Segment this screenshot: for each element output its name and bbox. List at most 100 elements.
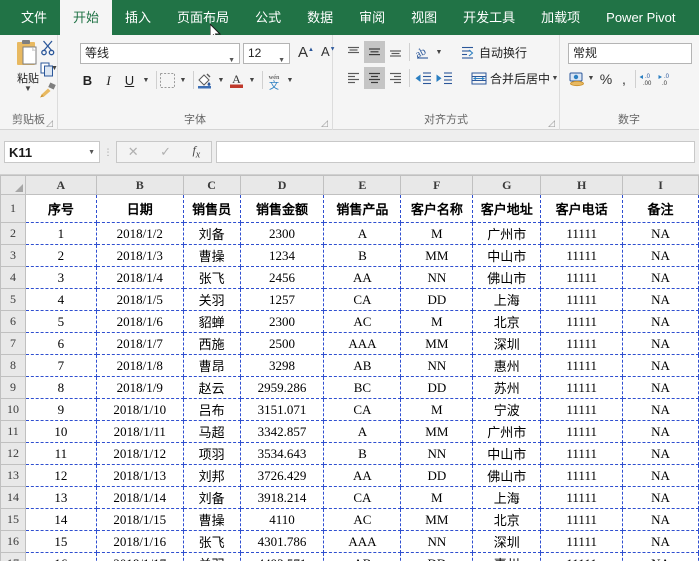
wrap-text-button[interactable]: 自动换行 (460, 44, 527, 61)
cell-H5[interactable]: 11111 (540, 288, 624, 311)
font-name-combo[interactable]: 等线 ▼ (80, 43, 240, 64)
fill-color-icon[interactable] (196, 71, 214, 89)
column-header-E[interactable]: E (323, 175, 402, 195)
number-format-combo[interactable]: 常规 (568, 43, 692, 64)
cell-E12[interactable]: B (323, 442, 402, 465)
font-name-caret-icon[interactable]: ▼ (228, 57, 235, 64)
merge-center-button[interactable]: 合并后居中 ▼ (471, 68, 560, 89)
column-header-F[interactable]: F (400, 175, 474, 195)
cell-C5[interactable]: 关羽 (183, 288, 241, 311)
cell-G2[interactable]: 广州市 (472, 222, 542, 245)
cell-C9[interactable]: 赵云 (183, 376, 241, 399)
cell-D10[interactable]: 3151.071 (240, 398, 325, 421)
decrease-decimal-icon[interactable]: .0 .0 (658, 71, 677, 87)
cell-E8[interactable]: AB (323, 354, 402, 377)
cell-D13[interactable]: 3726.429 (240, 464, 325, 487)
cell-B2[interactable]: 2018/1/2 (96, 222, 184, 245)
formula-input[interactable] (216, 141, 695, 163)
cell-E14[interactable]: CA (323, 486, 402, 509)
header-cell-H1[interactable]: 客户电话 (540, 194, 624, 223)
cell-A3[interactable]: 2 (24, 244, 97, 267)
cell-D2[interactable]: 2300 (240, 222, 325, 245)
row-header-17[interactable]: 17 (0, 552, 26, 561)
orientation-dropdown-caret[interactable]: ▼ (435, 48, 443, 56)
cell-H9[interactable]: 11111 (540, 376, 624, 399)
cell-D3[interactable]: 1234 (240, 244, 325, 267)
font-size-caret-icon[interactable]: ▼ (278, 57, 285, 64)
cell-A9[interactable]: 8 (24, 376, 97, 399)
cell-C6[interactable]: 貂蝉 (183, 310, 241, 333)
row-header-16[interactable]: 16 (0, 530, 26, 553)
cell-B3[interactable]: 2018/1/3 (96, 244, 184, 267)
cell-D7[interactable]: 2500 (240, 332, 325, 355)
cell-D16[interactable]: 4301.786 (240, 530, 325, 553)
paste-button[interactable]: 粘贴 ▼ (6, 39, 50, 93)
cell-A13[interactable]: 12 (24, 464, 97, 487)
cell-H3[interactable]: 11111 (540, 244, 624, 267)
cell-I5[interactable]: NA (622, 288, 699, 311)
align-right-button[interactable] (385, 67, 406, 89)
cell-H6[interactable]: 11111 (540, 310, 624, 333)
cell-F12[interactable]: NN (400, 442, 474, 465)
cell-E3[interactable]: B (323, 244, 402, 267)
cell-B11[interactable]: 2018/1/11 (96, 420, 184, 443)
accounting-dropdown-caret[interactable]: ▼ (587, 75, 595, 82)
row-header-3[interactable]: 3 (0, 244, 26, 267)
cell-A6[interactable]: 5 (24, 310, 97, 333)
borders-dropdown-caret[interactable]: ▼ (179, 76, 187, 84)
format-painter-icon[interactable] (39, 82, 57, 98)
cell-I12[interactable]: NA (622, 442, 699, 465)
cell-E17[interactable]: AB (323, 552, 402, 561)
column-header-B[interactable]: B (95, 175, 184, 195)
cell-B6[interactable]: 2018/1/6 (96, 310, 184, 333)
cell-B14[interactable]: 2018/1/14 (96, 486, 184, 509)
header-cell-A1[interactable]: 序号 (24, 194, 97, 223)
cell-A11[interactable]: 10 (24, 420, 97, 443)
cell-I15[interactable]: NA (622, 508, 699, 531)
cell-I16[interactable]: NA (622, 530, 699, 553)
clipboard-dialog-launcher-icon[interactable]: ◿ (46, 118, 53, 128)
row-header-13[interactable]: 13 (0, 464, 26, 487)
cell-B17[interactable]: 2018/1/17 (96, 552, 184, 561)
cell-F2[interactable]: M (400, 222, 474, 245)
ribbon-tab-7[interactable]: 视图 (411, 10, 438, 25)
cell-G12[interactable]: 中山市 (472, 442, 542, 465)
cell-G17[interactable]: 惠州 (472, 552, 542, 561)
column-header-H[interactable]: H (540, 175, 624, 195)
cell-G3[interactable]: 中山市 (472, 244, 542, 267)
cell-E15[interactable]: AC (323, 508, 402, 531)
cell-G8[interactable]: 惠州 (472, 354, 542, 377)
cell-G5[interactable]: 上海 (472, 288, 542, 311)
cell-C17[interactable]: 关羽 (183, 552, 241, 561)
bold-button[interactable]: B (82, 72, 93, 88)
grow-font-button[interactable]: A▲ (298, 44, 314, 61)
cell-B9[interactable]: 2018/1/9 (96, 376, 184, 399)
cell-I4[interactable]: NA (622, 266, 699, 289)
cell-B4[interactable]: 2018/1/4 (96, 266, 184, 289)
cell-H17[interactable]: 11111 (540, 552, 624, 561)
cell-G7[interactable]: 深圳 (472, 332, 542, 355)
cell-D8[interactable]: 3298 (240, 354, 325, 377)
cell-G16[interactable]: 深圳 (472, 530, 542, 553)
cell-C7[interactable]: 西施 (183, 332, 241, 355)
ribbon-tab-0[interactable]: 文件 (21, 10, 48, 25)
cell-C10[interactable]: 吕布 (183, 398, 241, 421)
cell-I13[interactable]: NA (622, 464, 699, 487)
cell-D12[interactable]: 3534.643 (240, 442, 325, 465)
cell-D11[interactable]: 3342.857 (240, 420, 325, 443)
row-header-12[interactable]: 12 (0, 442, 26, 465)
cell-F17[interactable]: DD (400, 552, 474, 561)
comma-style-button[interactable]: , (622, 70, 626, 87)
cell-F8[interactable]: NN (400, 354, 474, 377)
cell-C16[interactable]: 张飞 (183, 530, 241, 553)
cell-H7[interactable]: 11111 (540, 332, 624, 355)
row-header-14[interactable]: 14 (0, 486, 26, 509)
phonetic-dropdown-caret[interactable]: ▼ (286, 76, 294, 84)
ribbon-tab-3[interactable]: 页面布局 (177, 10, 230, 25)
select-all-corner[interactable] (0, 175, 26, 195)
font-dialog-launcher-icon[interactable]: ◿ (321, 118, 328, 128)
cell-F4[interactable]: NN (400, 266, 474, 289)
cell-C4[interactable]: 张飞 (183, 266, 241, 289)
cell-B15[interactable]: 2018/1/15 (96, 508, 184, 531)
cell-B12[interactable]: 2018/1/12 (96, 442, 184, 465)
